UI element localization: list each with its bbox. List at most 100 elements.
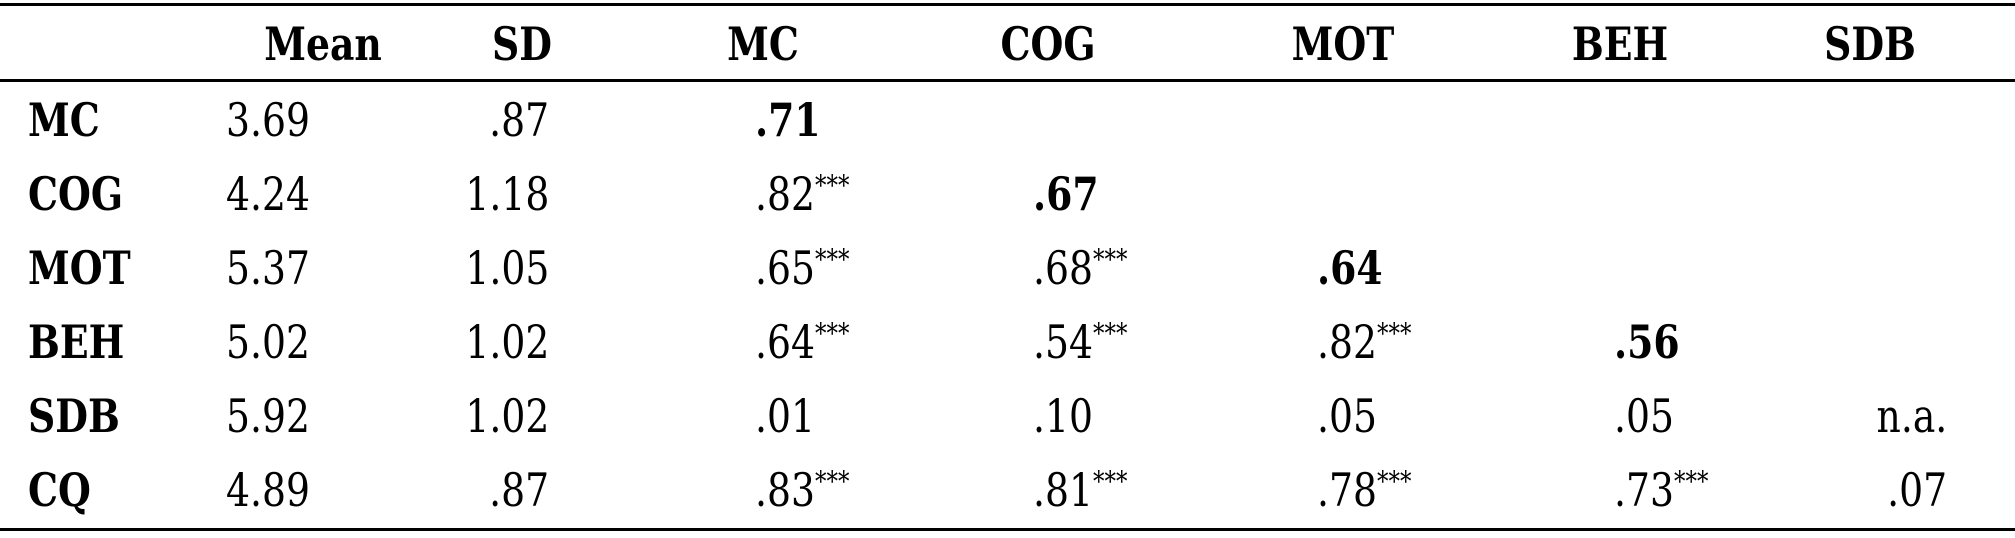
correlation-cell: .05 <box>1317 388 1377 444</box>
column-header-mc-text: MC <box>727 17 799 71</box>
row-label-text: CQ <box>28 463 91 517</box>
correlation-cell-text: .07 <box>1887 463 1947 517</box>
bottom-rule <box>0 528 2015 531</box>
sd-cell: 1.02 <box>465 314 549 370</box>
column-header-mean: Mean <box>264 16 382 72</box>
correlation-cell-text: .10 <box>1033 389 1093 443</box>
correlation-cell: .64*** <box>755 314 849 370</box>
correlation-cell: .01 <box>755 388 815 444</box>
column-header-sdb: SDB <box>1824 16 1916 72</box>
correlation-cell-text: .82 <box>755 167 815 221</box>
correlation-cell: .83*** <box>755 462 849 518</box>
row-label: MC <box>28 92 100 148</box>
column-header-cog: COG <box>1000 16 1095 72</box>
column-header-beh: BEH <box>1572 16 1668 72</box>
correlation-cell: .81*** <box>1033 462 1127 518</box>
correlation-cell: .64 <box>1317 240 1383 296</box>
sd-cell: .87 <box>489 92 549 148</box>
significance-marker: *** <box>814 169 850 202</box>
mean-cell: 5.92 <box>226 388 310 444</box>
header-rule <box>0 79 2015 82</box>
correlation-cell-text: .01 <box>755 389 815 443</box>
correlation-cell-text: n.a. <box>1876 389 1947 443</box>
sd-cell-text: 1.02 <box>465 315 549 369</box>
mean-cell: 4.24 <box>226 166 310 222</box>
sd-cell-text: .87 <box>489 93 549 147</box>
correlation-cell-text: .05 <box>1614 389 1674 443</box>
mean-cell-text: 5.92 <box>226 389 310 443</box>
significance-marker: *** <box>1092 243 1128 276</box>
significance-marker: *** <box>1376 465 1412 498</box>
correlation-cell-text: .73 <box>1614 463 1674 517</box>
mean-cell: 5.37 <box>226 240 310 296</box>
row-label-text: COG <box>28 167 124 221</box>
row-label: COG <box>28 166 123 222</box>
top-rule <box>0 3 2015 6</box>
correlation-cell: n.a. <box>1876 388 1947 444</box>
correlation-cell: .82*** <box>755 166 849 222</box>
sd-cell: .87 <box>489 462 549 518</box>
significance-marker: *** <box>1376 317 1412 350</box>
significance-marker: *** <box>814 317 850 350</box>
correlation-cell: .05 <box>1614 388 1674 444</box>
column-header-mc: MC <box>727 16 799 72</box>
column-header-cog-text: COG <box>1000 17 1096 71</box>
column-header-mot: MOT <box>1292 16 1395 72</box>
column-header-beh-text: BEH <box>1571 17 1669 71</box>
row-label: BEH <box>28 314 124 370</box>
significance-marker: *** <box>1092 317 1128 350</box>
correlation-cell: .82*** <box>1317 314 1411 370</box>
sd-cell: 1.18 <box>465 166 549 222</box>
correlation-cell-text: .68 <box>1033 241 1093 295</box>
mean-cell: 4.89 <box>226 462 310 518</box>
sd-cell-text: 1.05 <box>465 241 549 295</box>
row-label-text: BEH <box>28 315 125 369</box>
correlation-cell-text: .54 <box>1033 315 1093 369</box>
column-header-mot-text: MOT <box>1291 17 1395 71</box>
column-header-mean-text: Mean <box>264 17 382 71</box>
column-header-sd-text: SD <box>492 17 552 71</box>
correlation-cell: .56 <box>1614 314 1680 370</box>
correlation-cell-text: .82 <box>1317 315 1377 369</box>
significance-marker: *** <box>814 243 850 276</box>
correlation-cell-text: .81 <box>1033 463 1093 517</box>
correlation-cell-text: .56 <box>1614 315 1680 369</box>
row-label: SDB <box>28 388 120 444</box>
mean-cell: 5.02 <box>226 314 310 370</box>
correlation-cell-text: .65 <box>755 241 815 295</box>
mean-cell-text: 4.24 <box>226 167 310 221</box>
row-label: CQ <box>28 462 91 518</box>
mean-cell-text: 5.02 <box>226 315 310 369</box>
correlation-cell: .65*** <box>755 240 849 296</box>
correlation-cell: .10 <box>1033 388 1093 444</box>
significance-marker: *** <box>1092 465 1128 498</box>
sd-cell-text: .87 <box>489 463 549 517</box>
sd-cell: 1.02 <box>465 388 549 444</box>
mean-cell-text: 4.89 <box>226 463 310 517</box>
correlation-cell-text: .64 <box>1317 241 1383 295</box>
mean-cell: 3.69 <box>226 92 310 148</box>
sd-cell-text: 1.18 <box>465 167 549 221</box>
correlation-cell-text: .64 <box>755 315 815 369</box>
sd-cell-text: 1.02 <box>465 389 549 443</box>
mean-cell-text: 3.69 <box>226 93 310 147</box>
correlation-cell: .78*** <box>1317 462 1411 518</box>
column-header-sd: SD <box>492 16 552 72</box>
correlation-cell: .07 <box>1887 462 1947 518</box>
row-label: MOT <box>28 240 131 296</box>
sd-cell: 1.05 <box>465 240 549 296</box>
row-label-text: SDB <box>28 389 120 443</box>
correlation-cell: .54*** <box>1033 314 1127 370</box>
correlation-cell-text: .05 <box>1317 389 1377 443</box>
correlation-cell: .68*** <box>1033 240 1127 296</box>
correlation-cell: .71 <box>755 92 821 148</box>
correlation-cell-text: .71 <box>755 93 821 147</box>
row-label-text: MC <box>28 93 100 147</box>
correlation-cell: .67 <box>1033 166 1099 222</box>
correlation-cell-text: .83 <box>755 463 815 517</box>
column-header-sdb-text: SDB <box>1824 17 1916 71</box>
correlation-cell-text: .78 <box>1317 463 1377 517</box>
correlation-cell-text: .67 <box>1033 167 1099 221</box>
mean-cell-text: 5.37 <box>226 241 310 295</box>
significance-marker: *** <box>1673 465 1709 498</box>
